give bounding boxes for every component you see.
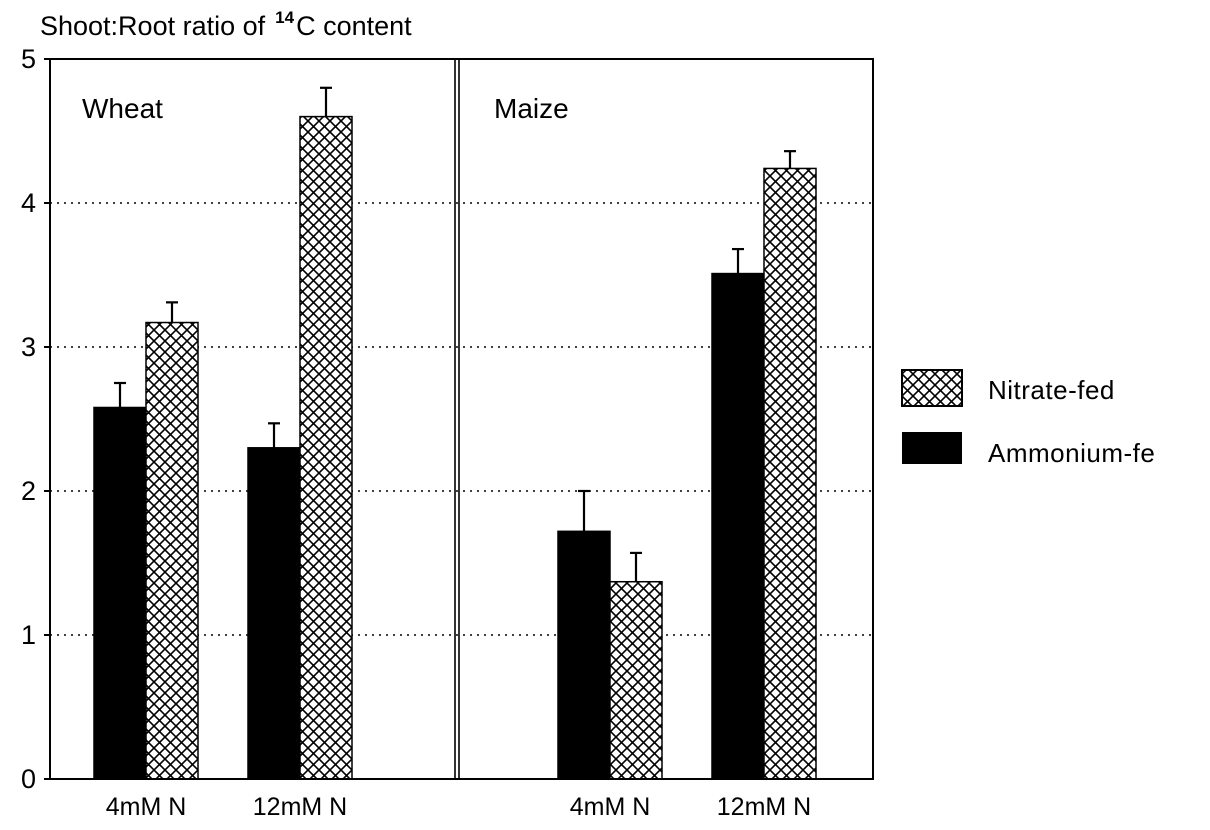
plot-border [49,58,874,780]
legend: Nitrate-fed Ammonium-fe [901,369,1155,468]
panel-label-wheat: Wheat [82,93,163,124]
category-label-wheat-4mm: 4mM N [106,793,187,821]
bar-wheat-12mm-n-nitrate-fed [299,115,353,780]
bar-wheat-4mm-n-ammonium-fed [93,406,147,780]
legend-label-nitrate: Nitrate-fed [988,375,1115,405]
category-label-wheat-12mm: 12mM N [253,793,347,821]
bar-maize-12mm-n-ammonium-fed [711,272,765,780]
bar-wheat-4mm-n-nitrate-fed [145,321,199,780]
bar-maize-4mm-n-ammonium-fed [557,530,611,780]
legend-label-ammonium: Ammonium-fe [988,438,1155,468]
bar-maize-12mm-n-nitrate-fed [763,167,817,780]
legend-swatch-nitrate [901,369,963,407]
legend-swatch-ammonium [902,432,962,464]
bar-maize-4mm-n-nitrate-fed [609,580,663,780]
y-tick-label: 1 [21,620,36,650]
chart-title: Shoot:Root ratio of 14C content [40,8,412,41]
y-axis: 0 1 2 3 4 5 [21,44,50,794]
plot-frame [49,58,874,780]
bar-wheat-12mm-n-ammonium-fed [247,447,301,780]
panel-label-maize: Maize [494,93,569,124]
category-label-maize-12mm: 12mM N [717,793,811,821]
y-tick-label: 0 [21,764,36,794]
category-label-maize-4mm: 4mM N [570,793,651,821]
y-tick-label: 2 [21,476,36,506]
y-tick-label: 5 [21,44,36,74]
y-tick-label: 3 [21,332,36,362]
y-tick-label: 4 [21,188,36,218]
